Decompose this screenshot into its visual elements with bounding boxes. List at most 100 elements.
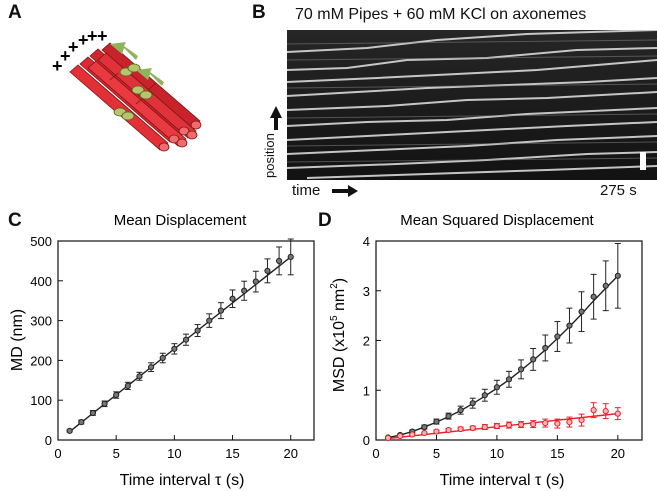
y-tick-label: 0 [45,433,52,448]
data-point [517,421,525,428]
y-tick-label: 0 [363,433,370,448]
y-tick-label: 200 [30,353,52,368]
plot-frame [57,240,315,441]
plus-sign: + [97,26,108,46]
data-point [241,287,248,294]
axoneme-illustration: + + + + + + [52,26,202,152]
data-point [505,376,513,383]
x-tick-label: 5 [433,446,440,461]
panel-letter-d: D [318,210,332,231]
data-point [469,424,476,432]
data-point [493,384,501,391]
data-point [397,432,404,440]
plus-sign: + [87,26,98,46]
data-point [542,344,549,352]
data-point [493,422,501,430]
data-point [530,356,537,363]
plot-frame [375,240,643,441]
data-point [566,322,573,329]
x-tick-label: 15 [225,446,239,461]
data-point [602,408,609,415]
plus-sign: + [68,37,79,57]
data-point [566,418,573,426]
data-point [182,336,190,343]
data-point [457,425,464,433]
data-point [578,417,585,424]
chart-title: Mean Squared Displacement [400,212,594,229]
y-tick-label: 1 [363,383,370,398]
x-tick-label: 20 [611,446,625,461]
data-point [264,267,271,274]
data-point [481,423,488,431]
plus-sign: + [52,56,63,76]
y-tick-label: 400 [30,274,52,289]
motion-arrows [110,42,164,86]
x-tick-label: 5 [113,446,120,461]
data-point [481,392,488,399]
data-point [252,278,259,285]
data-point [409,431,416,438]
kymograph-duration-label: 275 s [600,182,637,199]
mean-squared-displacement-chart: Mean Squared Displacement MSD (x105 nm2)… [329,212,643,489]
data-point [614,410,621,417]
data-point [517,366,525,373]
x-axis-label: Time interval τ (s) [440,472,565,489]
data-point [194,327,201,334]
data-point [590,293,597,300]
kymograph-image [287,30,657,180]
data-point [542,419,549,427]
kymograph-position-label: position [262,133,277,178]
data-point [217,307,225,314]
x-tick-label: 0 [372,446,379,461]
microtubule-bundle [69,42,202,152]
kymograph-time-label: time [292,182,321,199]
data-point [433,428,440,435]
data-point [206,317,213,324]
y-tick-label: 2 [363,334,370,349]
data-point [159,354,166,362]
x-axis-label: Time interval τ (s) [120,472,245,489]
data-point [578,308,585,315]
data-point [113,391,120,399]
panel-letter-c: C [8,210,22,231]
data-point [445,413,452,420]
plus-sign: + [78,30,89,50]
scale-bar [640,152,646,170]
plus-sign: + [60,46,71,66]
x-tick-label: 0 [54,446,61,461]
data-point [124,382,131,389]
data-point [101,400,108,407]
fit-line [387,275,619,439]
panel-letter-b: B [252,2,266,23]
data-point [505,421,513,429]
data-point [78,418,85,426]
data-point [89,409,97,417]
kymograph-noise [287,39,657,163]
kymograph-title: 70 mM Pipes + 60 mM KCl on axonemes [295,6,587,23]
chart-title: Mean Displacement [114,212,247,229]
x-tick-label: 15 [550,446,564,461]
y-axis-label: MSD (x105 nm2) [329,278,348,392]
data-point [287,253,294,261]
data-point [171,345,178,352]
y-axis-label: MD (nm) [9,309,26,371]
x-tick-label: 10 [490,446,504,461]
y-tick-label: 500 [30,234,52,249]
plus-end-labels: + + + + + + [52,26,108,76]
y-tick-label: 100 [30,393,52,408]
y-tick-label: 4 [363,234,370,249]
data-point [590,407,597,414]
panel-letter-a: A [8,2,22,23]
y-tick-label: 3 [363,284,370,299]
data-point [384,434,392,442]
data-point [602,282,609,289]
data-point [457,407,464,414]
data-point [421,423,428,431]
data-point [229,295,236,302]
data-point [554,333,561,340]
data-point [554,420,561,427]
x-tick-label: 10 [167,446,181,461]
kinesin-motors [113,63,153,121]
mean-displacement-chart: Mean Displacement MD (nm) Time interval … [9,212,315,489]
data-point [136,373,143,380]
